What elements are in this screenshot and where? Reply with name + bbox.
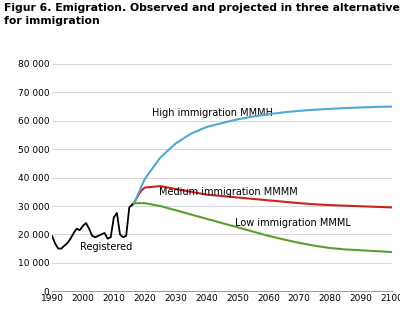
Text: Registered: Registered [80,242,132,252]
Text: Low immigration MMML: Low immigration MMML [235,218,351,228]
Text: Medium immigration MMMM: Medium immigration MMMM [159,188,298,197]
Text: Figur 6. Emigration. Observed and projected in three alternatives
for immigratio: Figur 6. Emigration. Observed and projec… [4,3,400,26]
Text: High immigration MMMH: High immigration MMMH [152,108,273,118]
